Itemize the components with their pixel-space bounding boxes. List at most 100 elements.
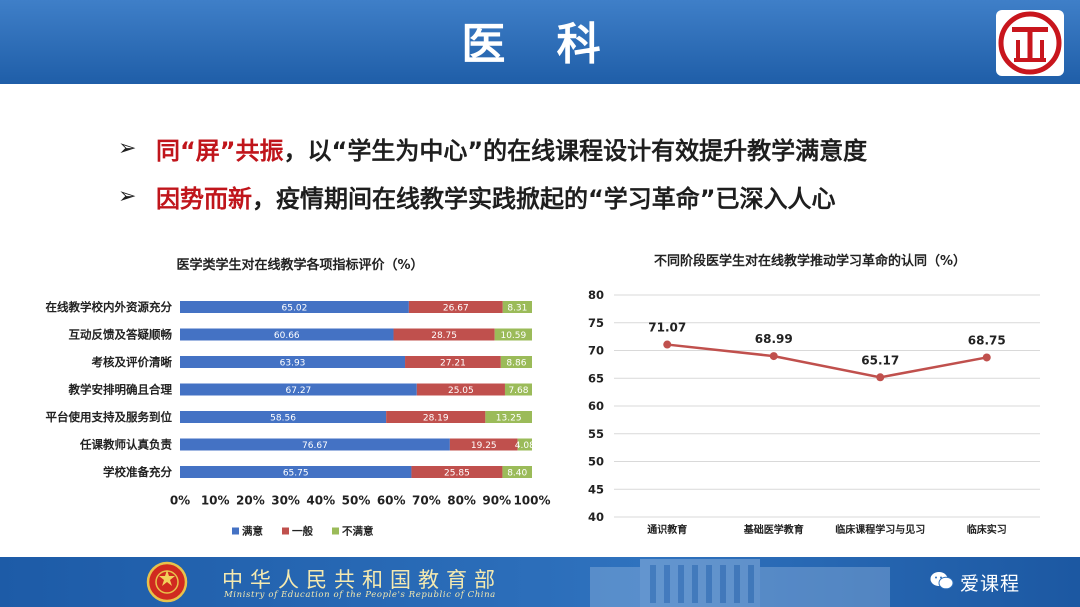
x-tick-label: 60%: [377, 494, 406, 508]
legend-swatch: [332, 527, 339, 535]
y-tick-label: 45: [588, 482, 604, 496]
ministry-name-en: Ministry of Education of the People's Re…: [224, 590, 496, 600]
bullet-text: ，以“学生为中心”的在线课程设计有效提升教学满意度: [283, 136, 868, 165]
x-tick-label: 10%: [201, 494, 230, 508]
bullet-text: ，疫情期间在线教学实践掀起的“学习革命”已深入人心: [252, 184, 836, 213]
bar-data-label: 4.08: [515, 441, 535, 451]
data-point: [876, 373, 885, 382]
bar-segment-unsatisfied: [502, 466, 532, 478]
bullet-highlight: 同“屏”共振: [156, 136, 284, 165]
bar-category-label: 平台使用支持及服务到位: [46, 410, 173, 424]
y-tick-label: 70: [588, 344, 604, 358]
bar-data-label: 63.93: [280, 359, 306, 369]
bar-segment-unsatisfied: [500, 356, 532, 368]
ministry-name-cn: 中华人民共和国教育部: [222, 568, 502, 592]
bar-segment-satisfied: [180, 383, 417, 396]
bar-segment-average: [416, 383, 505, 396]
bullet-item: ➢ 因势而新 ，疫情期间在线教学实践掀起的“学习革命”已深入人心: [118, 172, 1038, 220]
bar-category-label: 学校准备充分: [103, 465, 172, 479]
bullet-item: ➢ 同“屏”共振 ，以“学生为中心”的在线课程设计有效提升教学满意度: [118, 124, 1038, 172]
x-category-label: 通识教育: [647, 523, 687, 536]
bar-segment-satisfied: [180, 466, 412, 478]
bar-segment-average: [411, 466, 503, 478]
point-data-label: 68.75: [968, 333, 1006, 347]
y-tick-label: 65: [588, 371, 604, 385]
page-title: 医 科: [461, 19, 619, 70]
x-category-label: 基础医学教育: [743, 523, 804, 536]
line-chart-title: 不同阶段医学生对在线教学推动学习革命的认同（%）: [653, 254, 967, 269]
university-logo: [996, 10, 1064, 76]
wechat-icon: [930, 572, 954, 590]
bar-segment-satisfied: [180, 356, 406, 368]
legend-label: 满意: [242, 525, 263, 538]
bar-segment-average: [449, 438, 518, 451]
legend-label: 不满意: [342, 525, 374, 538]
x-tick-label: 40%: [306, 494, 335, 508]
bar-data-label: 8.86: [506, 359, 526, 369]
x-tick-label: 50%: [342, 494, 371, 508]
y-tick-label: 40: [588, 510, 604, 524]
footer-bar: 中华人民共和国教育部 Ministry of Education of the …: [0, 557, 1080, 607]
bar-data-label: 25.85: [444, 469, 470, 479]
bar-data-label: 60.66: [274, 331, 300, 341]
bar-data-label: 13.25: [496, 414, 522, 424]
bar-data-label: 28.75: [431, 331, 457, 341]
line-chart: 80 75 70 65 60 55 50 45 40 71.07 68.99 65.17 68.75 通识…: [588, 288, 1040, 536]
legend-swatch: [232, 527, 239, 535]
bar-data-label: 10.59: [500, 331, 526, 341]
bar-data-label: 27.21: [440, 359, 466, 369]
bar-data-label: 25.05: [448, 386, 474, 396]
x-category-label: 临床实习: [967, 523, 1007, 536]
bar-segment-average: [393, 328, 495, 341]
series-line: [667, 343, 987, 379]
bar-segment-average: [386, 411, 486, 423]
bar-data-label: 65.75: [283, 469, 309, 479]
bar-category-label: 在线教学校内外资源充分: [46, 300, 173, 314]
arrow-bullet-icon: ➢: [118, 183, 137, 209]
data-point: [663, 340, 672, 349]
x-category-label: 临床课程学习与见习: [835, 523, 925, 536]
x-tick-label: 0%: [170, 494, 190, 508]
national-emblem-icon: [146, 561, 188, 603]
arrow-bullet-icon: ➢: [118, 135, 137, 161]
y-tick-label: 75: [588, 316, 604, 330]
bar-segment-unsatisfied: [517, 438, 532, 451]
point-data-label: 71.07: [648, 321, 686, 335]
bar-data-label: 26.67: [443, 304, 469, 314]
building-illustration: [590, 559, 890, 607]
point-data-label: 65.17: [861, 353, 899, 367]
bar-data-label: 19.25: [471, 441, 497, 451]
bar-category-label: 互动反馈及答疑顺畅: [69, 328, 173, 342]
bar-data-label: 8.31: [507, 304, 527, 314]
bar-segment-satisfied: [180, 301, 409, 313]
stacked-bar-chart: 在线教学校内外资源充分 65.02 26.67 8.31 互动反馈及答疑顺畅 60.66 2…: [46, 300, 551, 538]
bar-segment-average: [408, 301, 503, 313]
x-tick-label: 80%: [447, 494, 476, 508]
bar-data-label: 76.67: [302, 441, 328, 451]
bar-segment-satisfied: [180, 411, 387, 423]
data-point: [982, 353, 991, 362]
y-tick-label: 80: [588, 288, 604, 302]
bar-category-label: 教学安排明确且合理: [68, 383, 173, 397]
bar-segment-unsatisfied: [502, 301, 532, 313]
watermark-text: 爱课程: [960, 573, 1021, 595]
bar-data-label: 58.56: [270, 414, 296, 424]
x-tick-label: 20%: [236, 494, 265, 508]
bar-segment-satisfied: [180, 438, 450, 451]
bar-category-label: 任课教师认真负责: [79, 438, 172, 452]
x-tick-label: 30%: [271, 494, 300, 508]
bar-data-label: 7.68: [508, 386, 528, 396]
point-data-label: 68.99: [755, 332, 793, 346]
bar-chart-title: 医学类学生对在线教学各项指标评价（%）: [176, 258, 424, 273]
bar-segment-average: [405, 356, 501, 368]
x-tick-label: 100%: [513, 494, 550, 508]
bullet-list: ➢ 同“屏”共振 ，以“学生为中心”的在线课程设计有效提升教学满意度 ➢ 因势而…: [118, 124, 1038, 220]
data-point: [769, 352, 778, 361]
bar-segment-unsatisfied: [494, 328, 532, 341]
bar-data-label: 65.02: [282, 304, 308, 314]
title-bar: 医 科: [0, 0, 1080, 84]
bar-data-label: 28.19: [423, 414, 449, 424]
y-tick-label: 50: [588, 455, 604, 469]
bar-segment-satisfied: [180, 328, 394, 341]
legend-label: 一般: [292, 525, 313, 538]
